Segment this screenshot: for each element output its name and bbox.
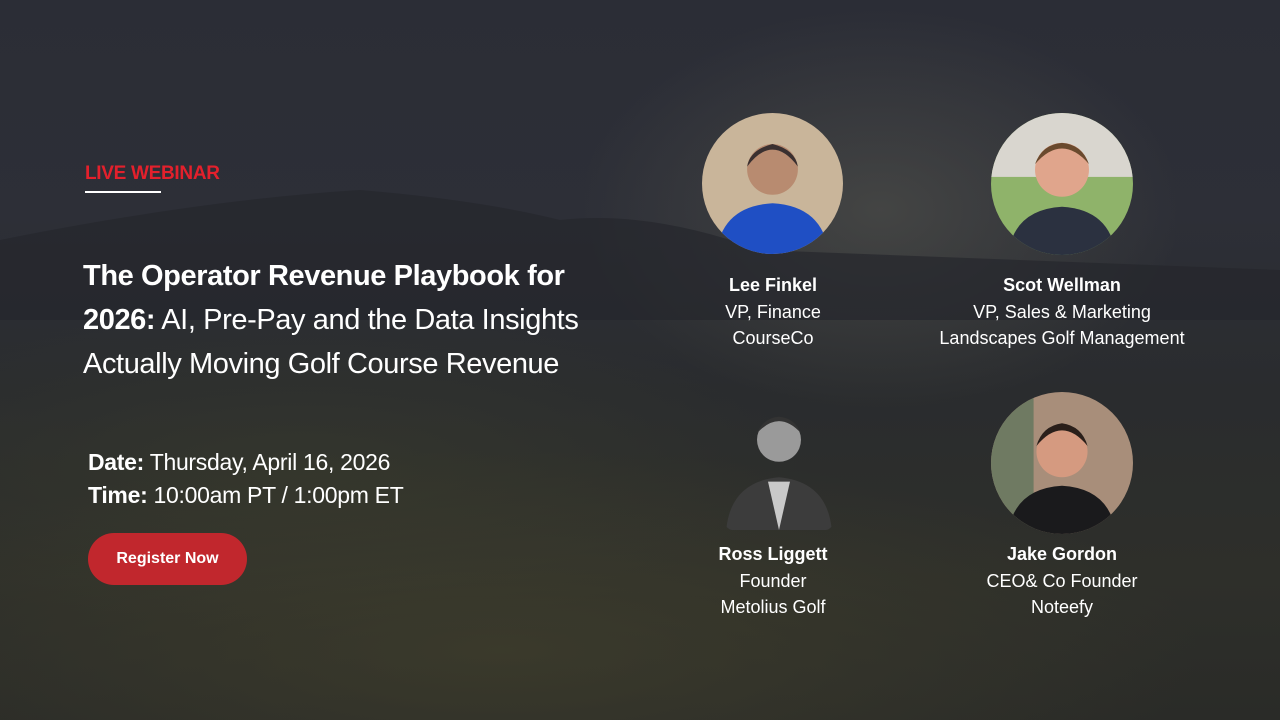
speaker-role: VP, Sales & Marketing <box>973 301 1151 322</box>
speaker-name: Ross Liggett <box>718 544 828 564</box>
speaker-name: Jake Gordon <box>1006 544 1118 564</box>
speaker-photo-scot-wellman <box>991 113 1133 255</box>
speaker-photo-lee-finkel <box>702 113 843 254</box>
live-webinar-badge: LIVE WEBINAR <box>85 163 220 184</box>
speaker-jake-gordon: Jake Gordon CEO& Co Founder Noteefy <box>902 541 1222 621</box>
speaker-lee-finkel: Lee Finkel VP, Finance CourseCo <box>613 272 933 352</box>
speaker-scot-wellman: Scot Wellman VP, Sales & Marketing Lands… <box>902 272 1222 352</box>
background-landscape <box>0 190 1280 320</box>
time-value: 10:00am PT / 1:00pm ET <box>153 482 404 508</box>
speaker-company: CourseCo <box>732 328 814 348</box>
speaker-photo-ross-liggett <box>724 398 834 530</box>
speaker-company: Noteefy <box>1030 597 1094 617</box>
speaker-role: VP, Finance <box>725 301 821 322</box>
time-label: Time: <box>88 482 148 508</box>
time-row: Time: 10:00am PT / 1:00pm ET <box>88 479 404 512</box>
date-row: Date: Thursday, April 16, 2026 <box>88 446 403 479</box>
webinar-title: The Operator Revenue Playbook for 2026: … <box>83 254 623 386</box>
speaker-role: CEO& Co Founder <box>986 570 1138 591</box>
speaker-role: Founder <box>739 570 807 591</box>
event-details: Date: Thursday, April 16, 2026 Time: 10:… <box>88 446 404 512</box>
register-now-button[interactable]: Register Now <box>88 533 247 585</box>
speaker-photo-jake-gordon <box>991 392 1133 534</box>
speaker-ross-liggett: Ross Liggett Founder Metolius Golf <box>613 541 933 621</box>
title-regular: AI, Pre-Pay and the Data Insights Actual… <box>83 304 579 380</box>
date-value: Thursday, April 16, 2026 <box>149 449 391 475</box>
speaker-company: Metolius Golf <box>720 597 826 617</box>
speaker-name: Scot Wellman <box>1003 275 1121 295</box>
date-label: Date: <box>88 449 145 475</box>
badge-underline <box>85 191 161 193</box>
speaker-name: Lee Finkel <box>728 275 818 295</box>
speaker-company: Landscapes Golf Management <box>939 328 1185 348</box>
title-bold: The Operator Revenue Playbook for 2026: <box>83 260 565 336</box>
